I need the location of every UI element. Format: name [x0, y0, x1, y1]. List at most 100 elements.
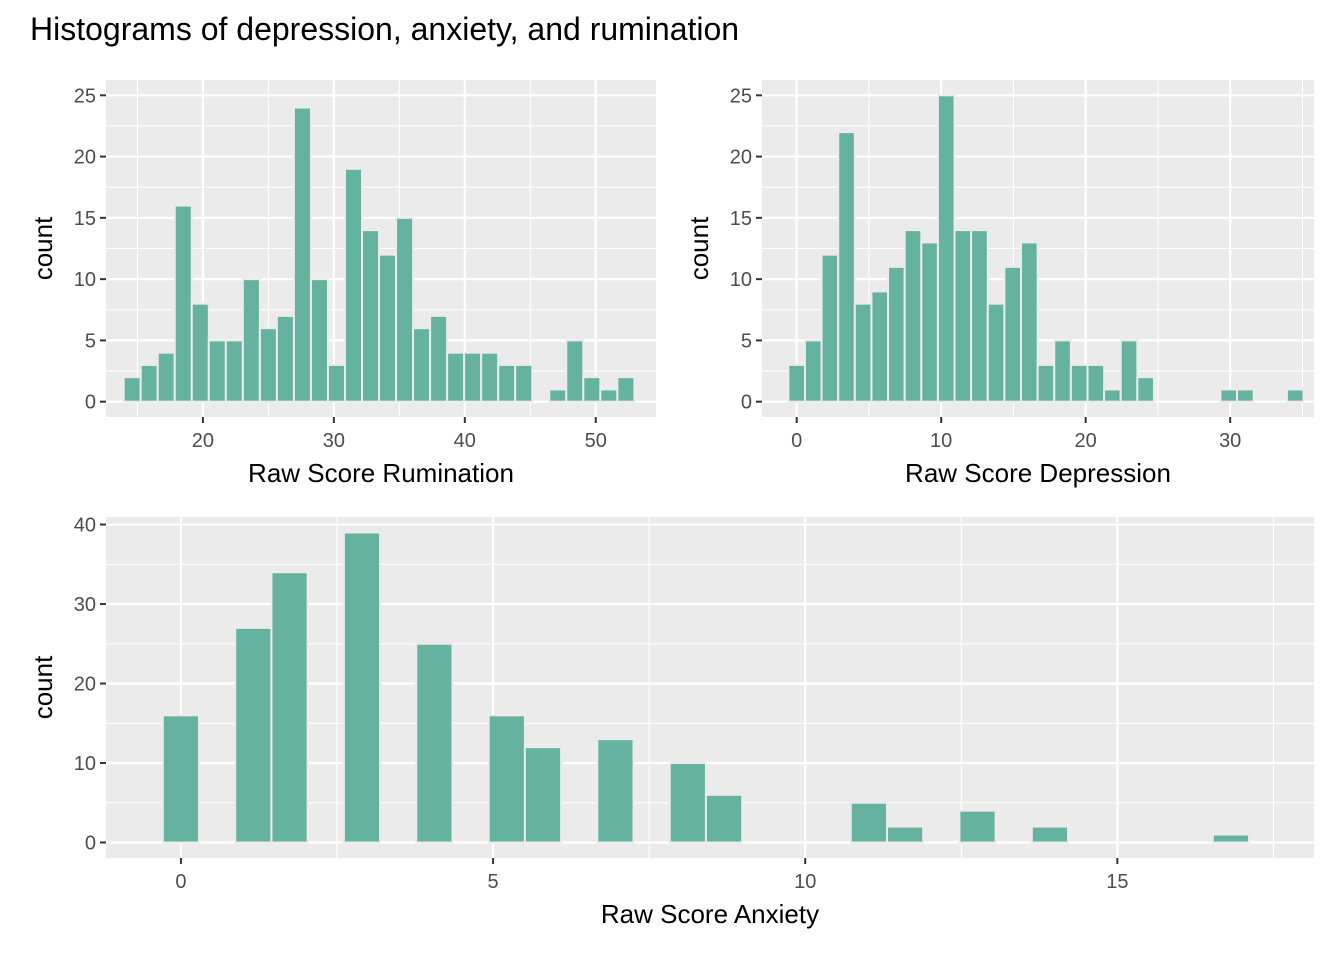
x-tick-label: 15: [1106, 871, 1128, 893]
histogram-bar: [803, 339, 823, 403]
histogram-bar: [599, 388, 619, 403]
histogram-bar: [853, 302, 873, 403]
histogram-bar: [596, 738, 635, 844]
histogram-bar: [870, 290, 890, 403]
histogram-bar: [139, 363, 159, 403]
y-axis-title: count: [684, 216, 714, 280]
histogram-bar: [1030, 825, 1070, 844]
x-tick-label: 20: [192, 430, 214, 452]
histogram-bar: [616, 376, 636, 403]
y-axis-title: count: [28, 655, 58, 719]
histogram-bar: [309, 278, 329, 403]
histogram-bar: [903, 229, 923, 403]
histogram-bar: [258, 327, 278, 403]
y-tick-label: 20: [74, 674, 96, 696]
y-tick-label: 0: [741, 392, 752, 414]
x-axis-title: Raw Score Depression: [905, 458, 1171, 488]
y-tick-label: 10: [74, 269, 96, 291]
y-tick-label: 40: [74, 515, 96, 537]
y-tick-label: 5: [85, 330, 96, 352]
histogram-bar: [122, 376, 142, 403]
histogram-bar: [173, 204, 193, 403]
histogram-bar: [1285, 388, 1305, 403]
x-tick-label: 5: [487, 871, 498, 893]
histogram-bar: [514, 363, 534, 403]
histogram-bar: [523, 746, 563, 844]
x-tick-label: 10: [794, 871, 816, 893]
y-tick-label: 5: [741, 330, 752, 352]
histogram-bar: [1053, 339, 1072, 403]
histogram-bar: [936, 94, 956, 403]
histogram-bar: [156, 351, 176, 403]
histogram-bar: [161, 714, 201, 844]
x-tick-label: 10: [930, 430, 952, 452]
histogram-bar: [1219, 388, 1239, 403]
x-tick-label: 20: [1075, 430, 1097, 452]
y-tick-label: 20: [74, 147, 96, 169]
histogram-bar: [270, 571, 309, 844]
y-tick-label: 10: [74, 753, 96, 775]
histogram-bar: [497, 363, 517, 403]
x-axis-title: Raw Score Rumination: [248, 458, 514, 488]
histogram-bar: [487, 714, 526, 844]
histogram-bar: [343, 167, 364, 403]
histogram-bar: [326, 363, 346, 403]
histogram-bar: [361, 229, 381, 403]
histogram-bar: [668, 762, 707, 844]
y-axis-title: count: [28, 216, 58, 280]
x-tick-label: 50: [585, 430, 607, 452]
histogram-bar: [920, 241, 939, 403]
histogram-bars: [787, 94, 1305, 403]
histogram-bar: [292, 106, 312, 403]
histogram-bar: [234, 626, 273, 844]
histogram-bar: [1003, 265, 1023, 403]
histogram-bar: [953, 229, 973, 403]
histogram-bar: [378, 253, 398, 403]
histogram-bar: [986, 302, 1006, 403]
y-tick-label: 15: [74, 208, 96, 230]
histogram-bar: [446, 351, 466, 403]
histogram-bar: [565, 339, 585, 403]
histogram-bar: [207, 339, 227, 403]
histogram-bar: [849, 801, 888, 844]
y-tick-label: 25: [74, 85, 96, 107]
axes: 20 30 40 50 0 5 10 15 20 25: [74, 85, 607, 452]
y-tick-label: 15: [730, 208, 752, 230]
y-tick-label: 0: [85, 392, 96, 414]
axes: 0 5 10 15 0 10 20 30 40: [74, 515, 1129, 893]
histogram-bar: [241, 278, 261, 403]
histogram-bar: [463, 351, 483, 403]
histogram-bar: [1020, 241, 1039, 403]
histogram-bar: [224, 339, 244, 403]
panel-anxiety: 0 5 10 15 0 10 20 30 40 Raw Score Anxiety count: [28, 515, 1314, 929]
histogram-bar: [887, 265, 906, 403]
histogram-bar: [1119, 339, 1139, 403]
y-tick-label: 20: [730, 147, 752, 169]
histogram-bar: [342, 531, 382, 844]
y-tick-label: 0: [85, 833, 96, 855]
x-axis-title: Raw Score Anxiety: [601, 899, 819, 929]
histogram-bar: [958, 809, 997, 844]
histogram-bar: [582, 376, 602, 403]
y-tick-label: 25: [730, 85, 752, 107]
histogram-bar: [480, 351, 500, 403]
axes: 0 10 20 30 0 5 10 15 20 25: [730, 85, 1242, 452]
figure-title: Histograms of depression, anxiety, and r…: [30, 11, 739, 47]
histogram-bar: [1136, 376, 1155, 403]
histogram-bars: [122, 106, 636, 403]
x-tick-label: 40: [454, 430, 476, 452]
histogram-bar: [275, 314, 295, 403]
histogram-bar: [970, 229, 989, 403]
histogram-bar: [704, 793, 744, 844]
x-tick-label: 30: [1219, 430, 1241, 452]
histogram-bars: [161, 531, 1251, 844]
histogram-bar: [548, 388, 568, 403]
x-tick-label: 30: [323, 430, 345, 452]
histogram-bar: [190, 302, 210, 403]
histogram-bar: [820, 253, 840, 403]
x-tick-label: 0: [175, 871, 186, 893]
histogram-bar: [1036, 363, 1056, 403]
histogram-bar: [1069, 363, 1089, 403]
